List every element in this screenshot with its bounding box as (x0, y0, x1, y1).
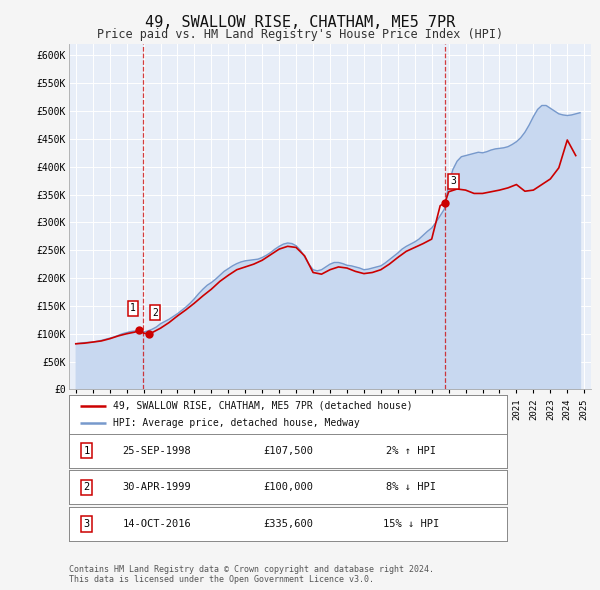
Text: Contains HM Land Registry data © Crown copyright and database right 2024.
This d: Contains HM Land Registry data © Crown c… (69, 565, 434, 584)
Text: 1: 1 (83, 446, 89, 455)
Text: £107,500: £107,500 (263, 446, 313, 455)
Text: 3: 3 (83, 519, 89, 529)
Text: 3: 3 (451, 176, 457, 186)
Text: 49, SWALLOW RISE, CHATHAM, ME5 7PR (detached house): 49, SWALLOW RISE, CHATHAM, ME5 7PR (deta… (113, 401, 412, 411)
Text: HPI: Average price, detached house, Medway: HPI: Average price, detached house, Medw… (113, 418, 359, 428)
Text: 2% ↑ HPI: 2% ↑ HPI (386, 446, 436, 455)
Text: 25-SEP-1998: 25-SEP-1998 (122, 446, 191, 455)
Text: 2: 2 (152, 307, 158, 317)
Text: £335,600: £335,600 (263, 519, 313, 529)
Text: 49, SWALLOW RISE, CHATHAM, ME5 7PR: 49, SWALLOW RISE, CHATHAM, ME5 7PR (145, 15, 455, 30)
Text: 8% ↓ HPI: 8% ↓ HPI (386, 483, 436, 492)
Text: £100,000: £100,000 (263, 483, 313, 492)
Text: 2: 2 (83, 483, 89, 492)
Text: Price paid vs. HM Land Registry's House Price Index (HPI): Price paid vs. HM Land Registry's House … (97, 28, 503, 41)
Text: 30-APR-1999: 30-APR-1999 (122, 483, 191, 492)
Text: 15% ↓ HPI: 15% ↓ HPI (383, 519, 439, 529)
Text: 1: 1 (130, 303, 136, 313)
Text: 14-OCT-2016: 14-OCT-2016 (122, 519, 191, 529)
